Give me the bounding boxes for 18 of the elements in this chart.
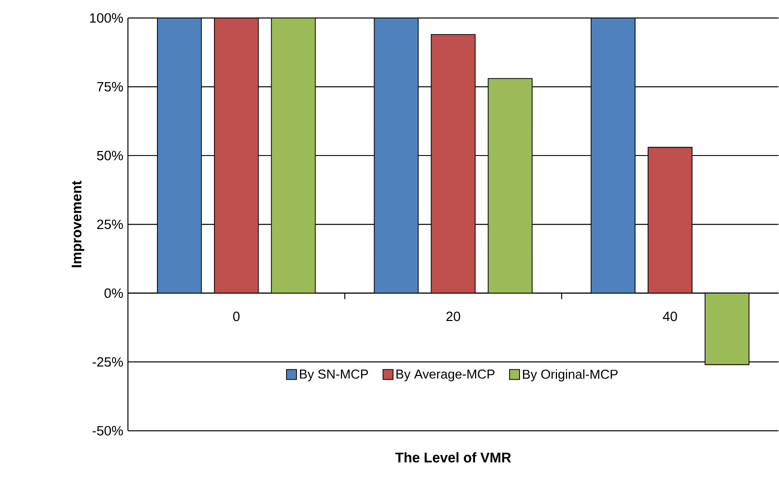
legend-label: By Original-MCP xyxy=(522,369,618,382)
x-tick-label: 40 xyxy=(662,312,678,322)
legend-label: By Average-MCP xyxy=(396,370,494,382)
y-tick-label: 0% xyxy=(104,288,123,298)
y-tick-label: 100% xyxy=(90,13,123,23)
x-tick-label: 20 xyxy=(446,312,460,322)
y-tick-label: 50% xyxy=(97,150,123,160)
bar xyxy=(704,292,750,366)
y-tick-label: -25% xyxy=(92,357,123,367)
y-tick-label: 25% xyxy=(97,220,123,230)
bar xyxy=(488,78,533,294)
bar xyxy=(270,18,316,294)
y-tick-label: 75% xyxy=(97,82,123,92)
x-axis-title: The Level of VMR xyxy=(395,452,512,463)
y-axis-title: Improvement xyxy=(72,180,84,268)
y-tick-label: -50% xyxy=(92,426,123,436)
x-tick-label: 0 xyxy=(233,312,240,322)
legend-label: By SN-MCP xyxy=(300,370,368,382)
